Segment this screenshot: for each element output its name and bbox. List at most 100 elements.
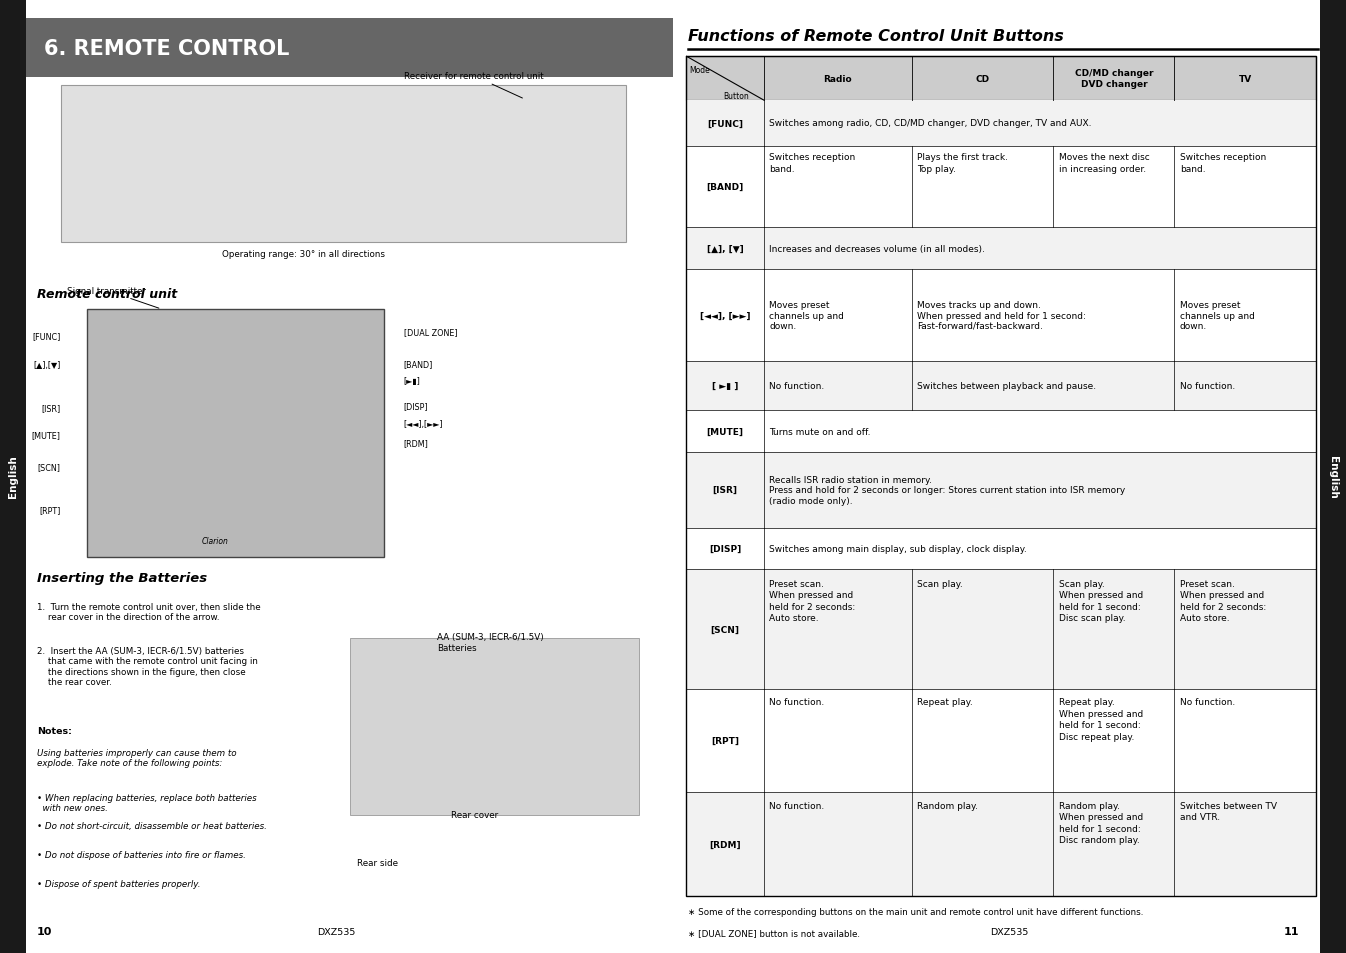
Bar bbox=[686, 793, 1316, 896]
Text: TV: TV bbox=[1238, 74, 1252, 84]
Bar bbox=[686, 528, 1316, 570]
Bar bbox=[350, 639, 639, 815]
Text: Mode: Mode bbox=[689, 66, 709, 75]
Text: ∗ [DUAL ZONE] button is not available.: ∗ [DUAL ZONE] button is not available. bbox=[688, 928, 860, 937]
Bar bbox=[686, 570, 1316, 689]
Text: 2.  Insert the AA (SUM-3, IECR-6/1.5V) batteries
    that came with the remote c: 2. Insert the AA (SUM-3, IECR-6/1.5V) ba… bbox=[38, 646, 258, 686]
Text: Moves the next disc
in increasing order.: Moves the next disc in increasing order. bbox=[1058, 153, 1149, 173]
Text: AA (SUM-3, IECR-6/1.5V)
Batteries: AA (SUM-3, IECR-6/1.5V) Batteries bbox=[437, 633, 544, 652]
Text: [▲], [▼]: [▲], [▼] bbox=[707, 244, 743, 253]
Text: [DISP]: [DISP] bbox=[709, 544, 742, 554]
Text: [BAND]: [BAND] bbox=[404, 359, 433, 369]
Text: Rear cover: Rear cover bbox=[451, 810, 498, 819]
Text: • Dispose of spent batteries properly.: • Dispose of spent batteries properly. bbox=[38, 879, 201, 887]
Text: • When replacing batteries, replace both batteries
  with new ones.: • When replacing batteries, replace both… bbox=[38, 793, 257, 812]
Text: Rear side: Rear side bbox=[357, 858, 397, 866]
Bar bbox=[686, 57, 1316, 101]
Text: CD: CD bbox=[976, 74, 989, 84]
Bar bbox=[1320, 0, 1346, 953]
Text: [FUNC]: [FUNC] bbox=[32, 332, 61, 341]
Text: [MUTE]: [MUTE] bbox=[707, 427, 743, 436]
Text: English: English bbox=[1329, 456, 1338, 497]
Bar bbox=[686, 147, 1316, 228]
Text: Repeat play.
When pressed and
held for 1 second:
Disc repeat play.: Repeat play. When pressed and held for 1… bbox=[1058, 698, 1143, 740]
Text: Increases and decreases volume (in all modes).: Increases and decreases volume (in all m… bbox=[770, 244, 985, 253]
Text: Button: Button bbox=[724, 91, 750, 101]
Text: Switches reception
band.: Switches reception band. bbox=[770, 153, 856, 173]
Text: [BAND]: [BAND] bbox=[707, 183, 744, 192]
Text: Switches between TV
and VTR.: Switches between TV and VTR. bbox=[1179, 801, 1277, 821]
Text: Remote control unit: Remote control unit bbox=[38, 288, 178, 301]
Bar bbox=[87, 310, 384, 558]
Text: Scan play.: Scan play. bbox=[918, 579, 962, 588]
Text: 1.  Turn the remote control unit over, then slide the
    rear cover in the dire: 1. Turn the remote control unit over, th… bbox=[38, 602, 261, 621]
Text: Radio: Radio bbox=[824, 74, 852, 84]
Text: Turns mute on and off.: Turns mute on and off. bbox=[770, 427, 871, 436]
Bar bbox=[686, 411, 1316, 453]
Text: Switches reception
band.: Switches reception band. bbox=[1179, 153, 1267, 173]
Text: [ISR]: [ISR] bbox=[712, 486, 738, 495]
Bar bbox=[61, 86, 626, 243]
Text: [DUAL ZONE]: [DUAL ZONE] bbox=[404, 328, 458, 337]
Text: Switches among radio, CD, CD/MD changer, DVD changer, TV and AUX.: Switches among radio, CD, CD/MD changer,… bbox=[770, 119, 1092, 129]
Text: Receiver for remote control unit: Receiver for remote control unit bbox=[404, 72, 544, 99]
Text: Preset scan.
When pressed and
held for 2 seconds:
Auto store.: Preset scan. When pressed and held for 2… bbox=[1179, 579, 1267, 622]
Text: [ ►▮ ]: [ ►▮ ] bbox=[712, 382, 739, 391]
Text: Preset scan.
When pressed and
held for 2 seconds:
Auto store.: Preset scan. When pressed and held for 2… bbox=[770, 579, 856, 622]
Text: Plays the first track.
Top play.: Plays the first track. Top play. bbox=[918, 153, 1008, 173]
Text: [SCN]: [SCN] bbox=[711, 625, 740, 634]
Text: Notes:: Notes: bbox=[38, 726, 71, 735]
Bar bbox=[686, 689, 1316, 793]
Text: Signal transmitter: Signal transmitter bbox=[67, 287, 159, 309]
Text: [FUNC]: [FUNC] bbox=[707, 119, 743, 129]
Text: • Do not dispose of batteries into fire or flames.: • Do not dispose of batteries into fire … bbox=[38, 850, 246, 859]
Text: DXZ535: DXZ535 bbox=[991, 927, 1028, 936]
Bar bbox=[686, 101, 1316, 147]
Text: [◄◄],[►►]: [◄◄],[►►] bbox=[404, 419, 443, 429]
Text: [RPT]: [RPT] bbox=[39, 505, 61, 515]
Text: DXZ535: DXZ535 bbox=[318, 927, 355, 936]
Text: Functions of Remote Control Unit Buttons: Functions of Remote Control Unit Buttons bbox=[688, 29, 1063, 44]
Text: Switches among main display, sub display, clock display.: Switches among main display, sub display… bbox=[770, 544, 1027, 554]
Text: [ISR]: [ISR] bbox=[42, 403, 61, 413]
Text: 11: 11 bbox=[1283, 926, 1299, 936]
Bar bbox=[686, 228, 1316, 270]
Text: [RDM]: [RDM] bbox=[709, 840, 740, 849]
Text: No function.: No function. bbox=[770, 382, 825, 391]
Text: Random play.: Random play. bbox=[918, 801, 979, 810]
Text: Recalls ISR radio station in memory.
Press and hold for 2 seconds or longer: Sto: Recalls ISR radio station in memory. Pre… bbox=[770, 476, 1125, 505]
Bar bbox=[686, 57, 1316, 896]
Text: [SCN]: [SCN] bbox=[38, 462, 61, 472]
Text: Switches between playback and pause.: Switches between playback and pause. bbox=[918, 382, 1097, 391]
Text: Clarion: Clarion bbox=[202, 537, 229, 545]
Text: [MUTE]: [MUTE] bbox=[31, 431, 61, 440]
Text: No function.: No function. bbox=[1179, 698, 1236, 706]
Text: 10: 10 bbox=[38, 926, 52, 936]
Text: No function.: No function. bbox=[770, 801, 825, 810]
Text: Inserting the Batteries: Inserting the Batteries bbox=[38, 572, 207, 585]
Bar bbox=[0, 0, 26, 953]
Text: No function.: No function. bbox=[770, 698, 825, 706]
Text: CD/MD changer
DVD changer: CD/MD changer DVD changer bbox=[1074, 70, 1154, 89]
Text: Random play.
When pressed and
held for 1 second:
Disc random play.: Random play. When pressed and held for 1… bbox=[1058, 801, 1143, 844]
Text: Moves preset
channels up and
down.: Moves preset channels up and down. bbox=[1179, 301, 1254, 331]
Text: English: English bbox=[8, 456, 17, 497]
Text: ∗ Some of the corresponding buttons on the main unit and remote control unit hav: ∗ Some of the corresponding buttons on t… bbox=[688, 907, 1143, 916]
Text: No function.: No function. bbox=[1179, 382, 1236, 391]
Text: [RDM]: [RDM] bbox=[404, 438, 428, 448]
Text: [◄◄], [►►]: [◄◄], [►►] bbox=[700, 312, 751, 320]
Text: [DISP]: [DISP] bbox=[404, 401, 428, 411]
Text: Using batteries improperly can cause them to
explode. Take note of the following: Using batteries improperly can cause the… bbox=[38, 748, 237, 767]
Bar bbox=[26, 19, 673, 78]
Text: 6. REMOTE CONTROL: 6. REMOTE CONTROL bbox=[43, 39, 289, 58]
Text: Moves preset
channels up and
down.: Moves preset channels up and down. bbox=[770, 301, 844, 331]
Text: Moves tracks up and down.
When pressed and held for 1 second:
Fast-forward/fast-: Moves tracks up and down. When pressed a… bbox=[918, 301, 1086, 331]
Bar bbox=[686, 362, 1316, 411]
Text: • Do not short-circuit, disassemble or heat batteries.: • Do not short-circuit, disassemble or h… bbox=[38, 821, 267, 830]
Text: [►▮]: [►▮] bbox=[404, 376, 421, 386]
Text: [▲],[▼]: [▲],[▼] bbox=[34, 360, 61, 370]
Text: Scan play.
When pressed and
held for 1 second:
Disc scan play.: Scan play. When pressed and held for 1 s… bbox=[1058, 579, 1143, 622]
Bar bbox=[686, 270, 1316, 362]
Text: [RPT]: [RPT] bbox=[711, 737, 739, 745]
Text: Repeat play.: Repeat play. bbox=[918, 698, 973, 706]
